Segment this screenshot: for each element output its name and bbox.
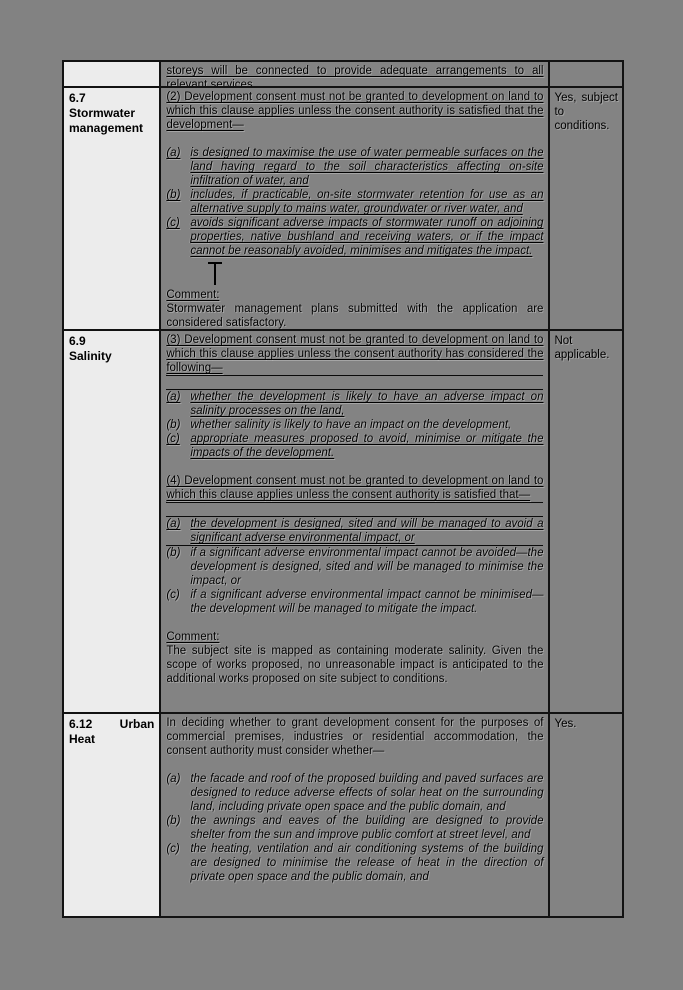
clause-cell: 6.12 Urban Heat (64, 714, 162, 916)
spacer (166, 376, 544, 390)
paragraph: In deciding whether to grant development… (166, 716, 543, 758)
paragraph: The subject site is mapped as containing… (166, 644, 543, 686)
clause-label-line: 6.7 (69, 91, 154, 106)
paragraph-text: includes, if practicable, on-site stormw… (190, 189, 544, 215)
paragraph-text: Stormwater management plans submitted wi… (166, 303, 544, 329)
clause-label-line: Heat (69, 732, 154, 747)
list-item: (c) the heating, ventilation and air cond… (166, 842, 543, 884)
paragraph-text: the heating, ventilation and air conditi… (190, 843, 544, 883)
paragraph-text: the facade and roof of the proposed buil… (190, 773, 544, 813)
paragraph-text: avoids significant adverse impacts of st… (190, 217, 544, 257)
paragraph-text: (3) Development consent must not be gran… (166, 334, 544, 374)
paragraph-text: if a significant adverse environmental i… (190, 589, 544, 615)
paragraph-text: appropriate measures proposed to avoid, … (190, 433, 544, 459)
clause-label-token: Heat (69, 732, 96, 746)
list-item: (a) the development is designed, sited an… (166, 517, 544, 546)
list-item-label: (c) (166, 433, 180, 445)
table-row: 6.7 Stormwater management (2) Development … (64, 88, 622, 331)
status-cell: Yes, subject to conditions. (554, 92, 618, 132)
list-item-label: (b) (166, 815, 181, 827)
paragraph-text: Comment: (166, 631, 220, 643)
list-item-label: (c) (166, 843, 180, 855)
spacer (166, 132, 543, 146)
revision-mark-line (166, 258, 543, 288)
list-item: (c) if a significant adverse environmenta… (166, 588, 543, 616)
spacer (166, 460, 543, 474)
clause-label-token: 6.7 (69, 91, 86, 105)
paragraph-text: is designed to maximise the use of water… (190, 147, 544, 187)
spacer (166, 503, 544, 517)
requirement-cell: (2) Development consent must not be gran… (161, 88, 551, 329)
paragraph: storeys will be connected to provide ade… (166, 64, 543, 86)
paragraph-text: the awnings and eaves of the building ar… (190, 815, 544, 841)
clause-label-line: 6.9 (69, 334, 154, 349)
clause-cell (64, 62, 162, 86)
paragraph: (2) Development consent must not be gran… (166, 90, 543, 132)
clause-label-line: Salinity (69, 349, 154, 364)
clause-label-token: Urban (119, 717, 155, 731)
spacer (166, 758, 543, 772)
clause-cell: 6.9 Salinity (64, 331, 162, 712)
paragraph-text: if a significant adverse environmental i… (190, 547, 544, 587)
table-row: storeys will be connected to provide ade… (64, 62, 622, 88)
list-item: (b) the awnings and eaves of the building… (166, 814, 543, 842)
list-item-label: (c) (166, 589, 180, 601)
paragraph-text: (2) Development consent must not be gran… (166, 91, 544, 131)
list-item: (b) includes, if practicable, on-site sto… (166, 188, 543, 216)
requirement-cell: storeys will be connected to provide ade… (161, 62, 551, 86)
paragraph-text: whether salinity is likely to have an im… (190, 419, 512, 431)
list-item-label: (b) (166, 189, 181, 201)
clause-label-token: management (69, 121, 144, 135)
list-item: (c) avoids significant adverse impacts of… (166, 216, 543, 258)
status-cell: Not applicable. (554, 335, 610, 361)
status-cell: Yes. (554, 718, 577, 730)
paragraph: Stormwater management plans submitted wi… (166, 302, 543, 329)
paragraph: (4) Development consent must not be gran… (166, 474, 544, 503)
assessment-table: storeys will be connected to provide ade… (62, 60, 624, 918)
list-item: (b) if a significant adverse environmenta… (166, 546, 543, 588)
list-item: (c) appropriate measures proposed to avoi… (166, 432, 543, 460)
list-item: (a) the facade and roof of the proposed b… (166, 772, 543, 814)
clause-label-line: management (69, 121, 154, 136)
clause-label-token: Salinity (69, 349, 112, 363)
paragraph: Comment: (166, 630, 543, 644)
list-item: (a) is designed to maximise the use of wa… (166, 146, 543, 188)
paragraph-text: (4) Development consent must not be gran… (166, 475, 544, 501)
table-row: 6.12 Urban Heat In deciding whether to gra… (64, 714, 622, 916)
clause-label-token: 6.9 (69, 334, 86, 348)
clause-label-line: Stormwater (69, 106, 154, 121)
clause-cell: 6.7 Stormwater management (64, 88, 162, 329)
table-row: 6.9 Salinity (3) Development consent must… (64, 331, 622, 714)
paragraph-text: storeys will be connected to provide ade… (166, 65, 544, 86)
list-item-label: (a) (166, 147, 181, 159)
list-item-label: (c) (166, 217, 180, 229)
list-item-label: (b) (166, 419, 181, 431)
requirement-cell: In deciding whether to grant development… (161, 714, 551, 916)
clause-label-token: Stormwater (69, 106, 136, 120)
paragraph-text: whether the development is likely to hav… (190, 391, 544, 417)
spacer (166, 616, 543, 630)
paragraph-text: Comment: (166, 289, 220, 301)
list-item-label: (a) (166, 518, 181, 530)
list-item: (b) whether salinity is likely to have an… (166, 418, 543, 432)
status-cell (550, 62, 622, 86)
paragraph-text: The subject site is mapped as containing… (166, 645, 544, 685)
revision-mark (208, 262, 223, 285)
clause-label-token: 6.12 (69, 717, 93, 731)
list-item-label: (a) (166, 391, 181, 403)
paragraph: Comment: (166, 288, 543, 302)
paragraph: (3) Development consent must not be gran… (166, 333, 544, 376)
clause-label-line: 6.12 Urban (69, 717, 154, 732)
list-item-label: (b) (166, 547, 181, 559)
paragraph-text: the development is designed, sited and w… (190, 518, 544, 544)
list-item-label: (a) (166, 773, 181, 785)
requirement-cell: (3) Development consent must not be gran… (161, 331, 551, 712)
paragraph-text: In deciding whether to grant development… (166, 717, 544, 757)
list-item: (a) whether the development is likely to … (166, 390, 543, 418)
